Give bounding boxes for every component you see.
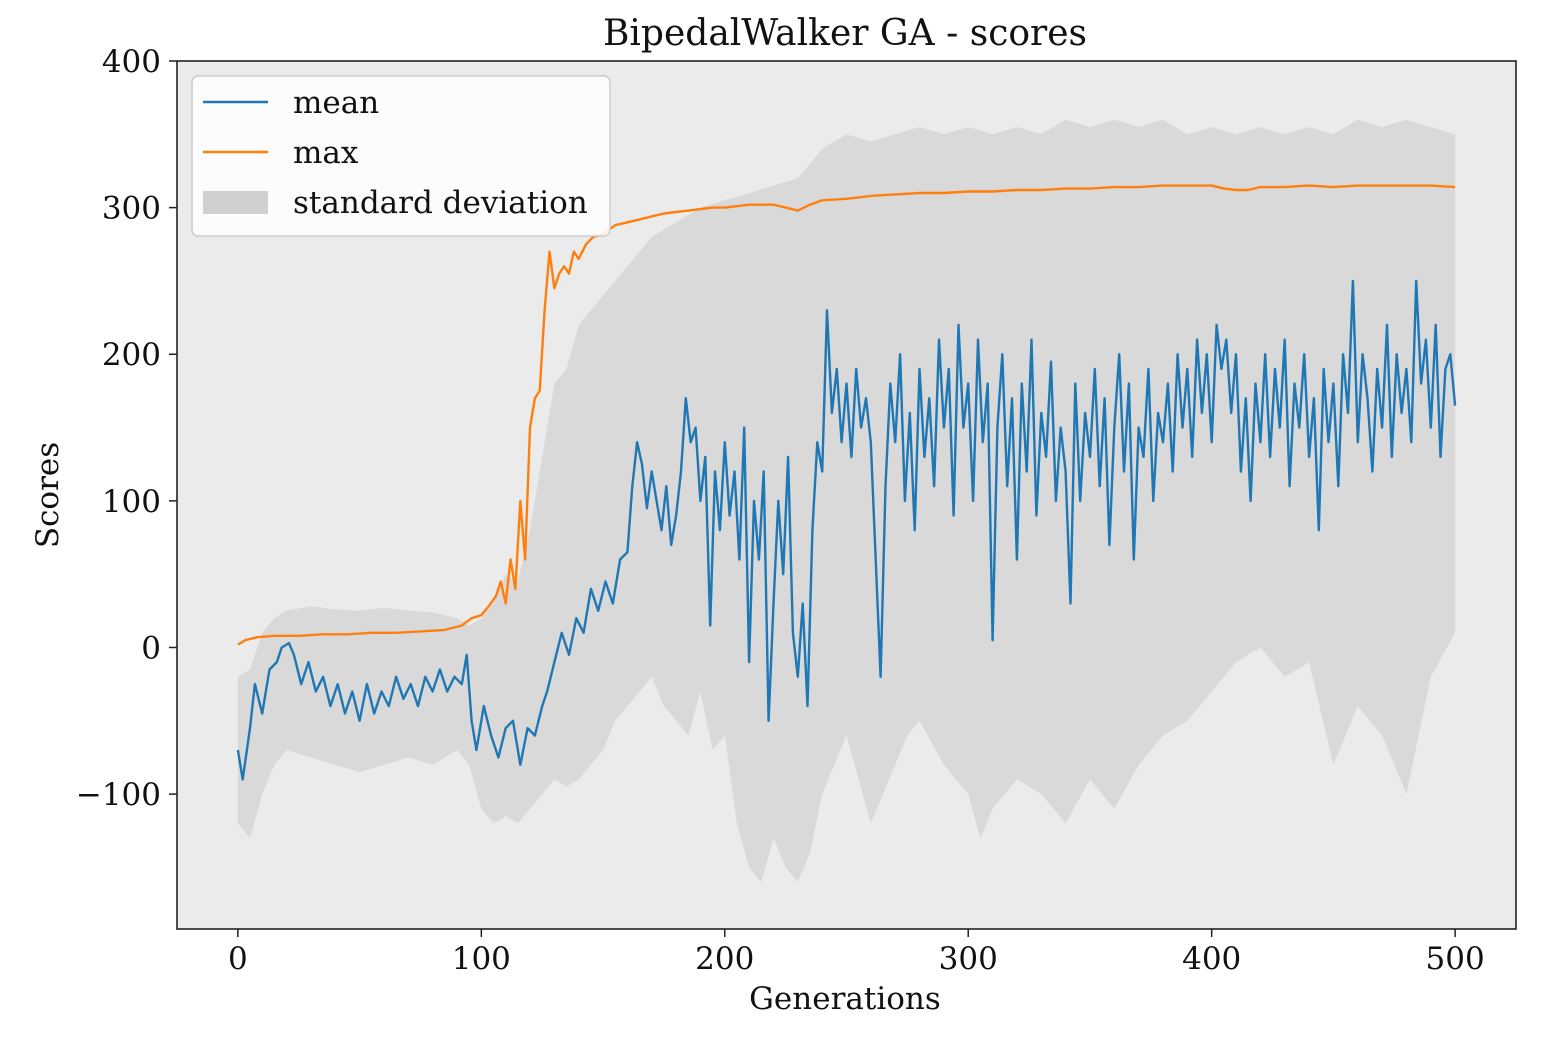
x-tick-label: 300 — [939, 941, 998, 977]
y-tick-label: 300 — [102, 191, 161, 227]
series-layer — [236, 184, 1457, 781]
y-axis-ticks: −100 0 100 200 300 400 — [76, 44, 177, 813]
y-axis-label: Scores — [30, 442, 66, 548]
y-tick-label: −100 — [76, 777, 161, 813]
chart-title: BipedalWalker GA - scores — [603, 13, 1087, 54]
x-tick-label: 0 — [228, 941, 248, 977]
x-axis-ticks: 0 100 200 300 400 500 — [228, 929, 1485, 977]
legend-std-swatch — [203, 191, 268, 214]
y-tick-label: 100 — [102, 484, 161, 520]
y-tick-label: 200 — [102, 337, 161, 373]
x-tick-label: 200 — [695, 941, 754, 977]
plot-frame — [176, 60, 1517, 930]
y-tick-label: 0 — [141, 630, 161, 666]
x-tick-label: 500 — [1426, 941, 1485, 977]
std-band-layer — [237, 119, 1456, 883]
legend: mean max standard deviation — [191, 75, 611, 237]
legend-max-label: max — [293, 135, 359, 171]
std-deviation-band — [237, 119, 1456, 883]
x-tick-label: 400 — [1182, 941, 1241, 977]
legend-box — [191, 75, 611, 237]
x-tick-label: 100 — [452, 941, 511, 977]
series-max-line — [237, 184, 1456, 646]
legend-mean-label: mean — [293, 85, 379, 121]
legend-std-label: standard deviation — [293, 185, 588, 221]
series-mean-line — [236, 279, 1457, 781]
x-axis-label: Generations — [749, 981, 941, 1017]
y-tick-label: 400 — [102, 44, 161, 80]
